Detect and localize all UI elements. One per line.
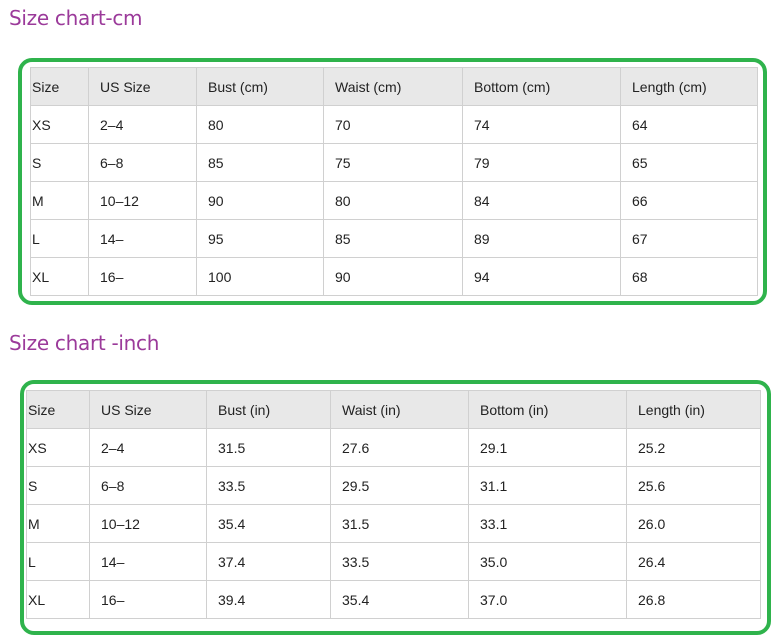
- table-cell: 35.4: [330, 580, 469, 619]
- table-row: XL 16– 100 90 94 68: [30, 257, 758, 296]
- column-header: Bust (in): [206, 390, 331, 429]
- table-cell: 75: [323, 143, 463, 182]
- table-cell: 33.1: [468, 504, 627, 543]
- table-cell: 25.2: [626, 428, 761, 467]
- table-row: XS 2–4 80 70 74 64: [30, 105, 758, 144]
- column-header: US Size: [88, 67, 197, 106]
- table-cell: 94: [462, 257, 621, 296]
- table-cell: 26.4: [626, 542, 761, 581]
- table-cell: 6–8: [88, 143, 197, 182]
- table-cell: 39.4: [206, 580, 331, 619]
- table-cell: 90: [196, 181, 324, 220]
- header-row: Size US Size Bust (cm) Waist (cm) Bottom (cm…: [30, 67, 758, 106]
- table-cell: 85: [196, 143, 324, 182]
- table-cell: 25.6: [626, 466, 761, 505]
- cm-size-table: Size US Size Bust (cm) Waist (cm) Bottom (cm…: [30, 67, 758, 296]
- table-cell: 10–12: [89, 504, 207, 543]
- inch-chart-frame: [20, 380, 771, 635]
- table-row: XL 16– 39.4 35.4 37.0 26.8: [26, 580, 761, 619]
- table-cell: 95: [196, 219, 324, 258]
- table-cell: 27.6: [330, 428, 469, 467]
- table-cell: 33.5: [206, 466, 331, 505]
- table-cell: 33.5: [330, 542, 469, 581]
- column-header: Bottom (cm): [462, 67, 621, 106]
- table-cell: 64: [620, 105, 758, 144]
- column-header: Bottom (in): [468, 390, 627, 429]
- table-cell: 16–: [88, 257, 197, 296]
- table-row: S 6–8 85 75 79 65: [30, 143, 758, 182]
- table-cell: M: [30, 181, 89, 220]
- table-cell: 35.0: [468, 542, 627, 581]
- table-cell: 31.5: [206, 428, 331, 467]
- table-cell: 85: [323, 219, 463, 258]
- table-row: L 14– 37.4 33.5 35.0 26.4: [26, 542, 761, 581]
- table-cell: 29.5: [330, 466, 469, 505]
- table-cell: XL: [26, 580, 90, 619]
- table-row: M 10–12 35.4 31.5 33.1 26.0: [26, 504, 761, 543]
- table-cell: 65: [620, 143, 758, 182]
- table-cell: 26.0: [626, 504, 761, 543]
- table-cell: 90: [323, 257, 463, 296]
- table-cell: 14–: [89, 542, 207, 581]
- table-cell: 2–4: [88, 105, 197, 144]
- table-cell: XL: [30, 257, 89, 296]
- table-cell: 37.0: [468, 580, 627, 619]
- cm-chart-frame: [18, 58, 767, 305]
- table-cell: 14–: [88, 219, 197, 258]
- table-cell: 2–4: [89, 428, 207, 467]
- inch-size-table: Size US Size Bust (in) Waist (in) Bottom (in…: [26, 390, 761, 619]
- table-cell: 31.5: [330, 504, 469, 543]
- table-cell: 89: [462, 219, 621, 258]
- column-header: Bust (cm): [196, 67, 324, 106]
- table-cell: 70: [323, 105, 463, 144]
- table-row: XS 2–4 31.5 27.6 29.1 25.2: [26, 428, 761, 467]
- table-cell: XS: [26, 428, 90, 467]
- table-cell: L: [30, 219, 89, 258]
- table-cell: 67: [620, 219, 758, 258]
- column-header: Length (cm): [620, 67, 758, 106]
- table-cell: 31.1: [468, 466, 627, 505]
- table-cell: S: [30, 143, 89, 182]
- table-cell: 10–12: [88, 181, 197, 220]
- table-cell: 100: [196, 257, 324, 296]
- table-cell: 6–8: [89, 466, 207, 505]
- table-cell: 79: [462, 143, 621, 182]
- table-cell: 16–: [89, 580, 207, 619]
- column-header: US Size: [89, 390, 207, 429]
- inch-chart-title: Size chart -inch: [9, 331, 160, 355]
- table-cell: M: [26, 504, 90, 543]
- table-cell: 80: [196, 105, 324, 144]
- table-cell: 26.8: [626, 580, 761, 619]
- table-cell: 29.1: [468, 428, 627, 467]
- table-cell: S: [26, 466, 90, 505]
- column-header: Length (in): [626, 390, 761, 429]
- column-header: Size: [30, 67, 89, 106]
- column-header: Size: [26, 390, 90, 429]
- table-cell: 66: [620, 181, 758, 220]
- cm-chart-title: Size chart-cm: [9, 6, 143, 30]
- header-row: Size US Size Bust (in) Waist (in) Bottom (in…: [26, 390, 761, 429]
- table-cell: 80: [323, 181, 463, 220]
- column-header: Waist (cm): [323, 67, 463, 106]
- table-row: S 6–8 33.5 29.5 31.1 25.6: [26, 466, 761, 505]
- table-cell: L: [26, 542, 90, 581]
- table-cell: 84: [462, 181, 621, 220]
- table-cell: 37.4: [206, 542, 331, 581]
- table-row: M 10–12 90 80 84 66: [30, 181, 758, 220]
- table-cell: XS: [30, 105, 89, 144]
- table-row: L 14– 95 85 89 67: [30, 219, 758, 258]
- table-cell: 68: [620, 257, 758, 296]
- table-cell: 74: [462, 105, 621, 144]
- table-cell: 35.4: [206, 504, 331, 543]
- column-header: Waist (in): [330, 390, 469, 429]
